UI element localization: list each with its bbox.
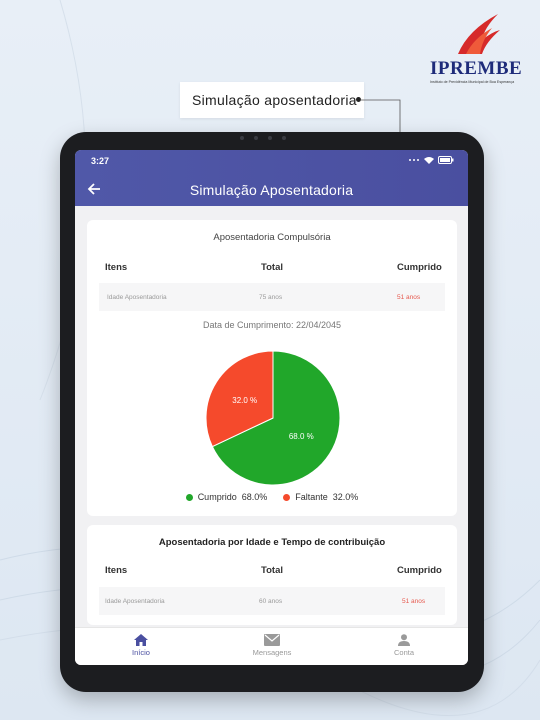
- chart-legend: Cumprido 68.0% Faltante 32.0%: [87, 492, 457, 502]
- nav-label: Início: [132, 648, 150, 657]
- cell-total: 75 anos: [259, 294, 283, 301]
- pie-slice-label-cumprido: 68.0 %: [289, 432, 314, 441]
- bottom-nav: Início Mensagens Conta: [75, 627, 468, 665]
- card-compulsoria: Aposentadoria Compulsória Itens Total Cu…: [87, 220, 457, 516]
- cell-item: Idade Aposentadoria: [107, 294, 167, 301]
- header-cumprido: Cumprido: [397, 262, 442, 273]
- legend-dot-cumprido: [185, 493, 193, 501]
- cell-item: Idade Aposentadoria: [105, 598, 165, 605]
- nav-label: Conta: [393, 648, 414, 657]
- header-itens: Itens: [105, 565, 128, 576]
- wifi-icon: [424, 157, 434, 164]
- card-title: Aposentadoria Compulsória: [213, 232, 331, 243]
- logo-name: IPREMBE: [430, 58, 523, 79]
- nav-conta[interactable]: Conta: [364, 634, 444, 657]
- pie-slice-faltante: [205, 350, 274, 448]
- callout-dot: [356, 97, 361, 102]
- battery-icon: [438, 156, 454, 164]
- home-icon: [134, 634, 148, 646]
- app-screen: 3:27 Simulação Aposentadoria Aposentador…: [75, 150, 468, 665]
- logo: IPREMBE Instituto de Previdência Municip…: [424, 10, 524, 86]
- nav-mensagens[interactable]: Mensagens: [232, 634, 312, 657]
- table-row: [99, 587, 445, 615]
- legend-item-cumprido: Cumprido 68.0%: [185, 492, 268, 502]
- header-total: Total: [261, 262, 283, 273]
- mail-icon: [264, 634, 280, 646]
- header-itens: Itens: [105, 262, 128, 273]
- logo-subtitle: Instituto de Previdência Municipal de Bo…: [430, 80, 515, 84]
- card-title: Aposentadoria por Idade e Tempo de contr…: [158, 537, 386, 548]
- callout-connector: [360, 99, 401, 133]
- legend-label-faltante: Faltante: [295, 492, 328, 502]
- legend-dot-faltante: [283, 493, 291, 501]
- page-title: Simulação Aposentadoria: [189, 182, 354, 198]
- header-cumprido: Cumprido: [397, 565, 442, 576]
- card-idade-tempo: Aposentadoria por Idade e Tempo de contr…: [87, 525, 457, 625]
- cell-cumprido: 51 anos: [397, 294, 421, 301]
- app-bar: 3:27 Simulação Aposentadoria: [75, 150, 468, 206]
- callout-text: Simulação aposentadoria: [192, 92, 357, 108]
- pie-slice-label-faltante: 32.0 %: [232, 396, 257, 405]
- cell-total: 60 anos: [259, 598, 283, 605]
- pie-chart: 68.0 % 32.0 %: [205, 350, 341, 486]
- flame-logo-icon: [458, 14, 500, 54]
- tablet-camera: [240, 136, 286, 140]
- nav-label: Mensagens: [252, 648, 292, 657]
- cell-cumprido: 51 anos: [402, 598, 426, 605]
- table-row: [99, 283, 445, 311]
- pie-slice-cumprido: [211, 350, 341, 486]
- dots-icon: [409, 159, 419, 161]
- header-total: Total: [261, 565, 283, 576]
- status-icons: [408, 156, 454, 164]
- status-time: 3:27: [91, 156, 110, 166]
- date-label: Data de Cumprimento: 22/04/2045: [202, 320, 342, 330]
- nav-inicio[interactable]: Início: [101, 634, 181, 657]
- legend-item-faltante: Faltante 32.0%: [283, 492, 358, 502]
- feature-callout: Simulação aposentadoria: [180, 82, 364, 118]
- legend-value-cumprido: 68.0%: [241, 492, 268, 502]
- legend-value-faltante: 32.0%: [332, 492, 359, 502]
- arrow-left-icon[interactable]: [87, 182, 101, 196]
- legend-label-cumprido: Cumprido: [197, 492, 237, 502]
- person-icon: [398, 634, 410, 646]
